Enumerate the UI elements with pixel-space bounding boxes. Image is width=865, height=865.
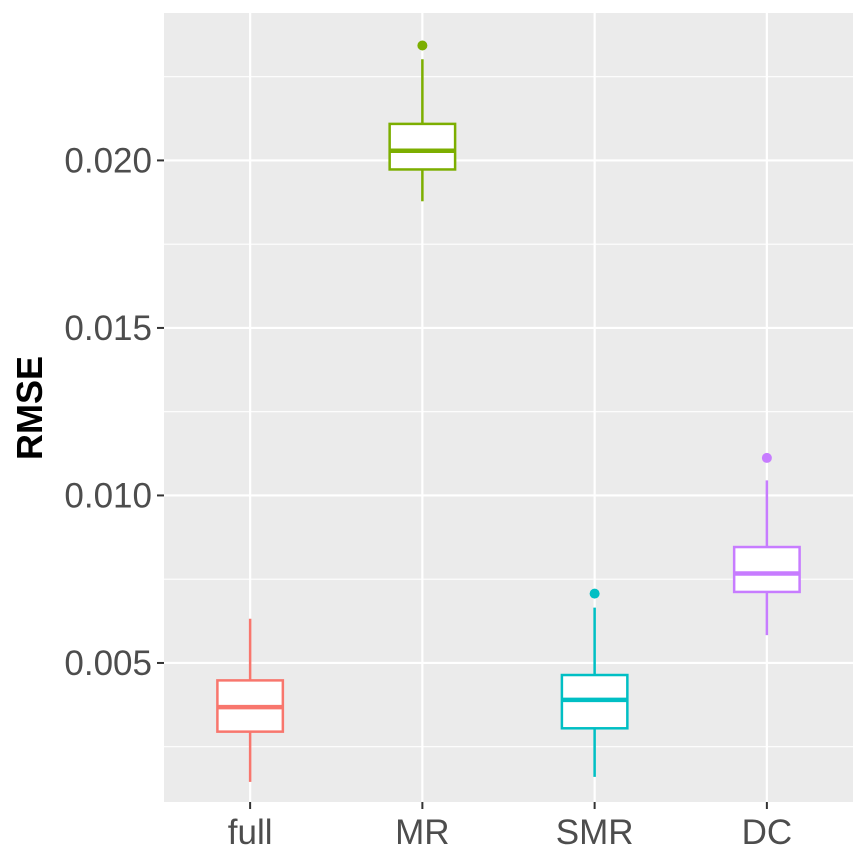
iqr-box	[388, 122, 457, 171]
y-tick-label: 0.010	[64, 476, 152, 515]
y-tick-label: 0.005	[64, 644, 152, 683]
plot-panel	[164, 13, 853, 802]
x-tick-label: full	[228, 813, 273, 852]
box-full	[216, 618, 285, 782]
x-tick-label: SMR	[556, 813, 634, 852]
x-tick-label: MR	[395, 813, 449, 852]
box-smr	[560, 588, 629, 777]
minor-gridlines	[164, 76, 853, 748]
box-dc	[732, 452, 801, 636]
outlier-point	[589, 588, 600, 599]
box-mr	[388, 40, 457, 202]
y-tick-label: 0.020	[64, 141, 152, 180]
y-axis-ticks: 0.005 0.010 0.015 0.020	[64, 141, 164, 683]
x-axis-ticks: full MR SMR DC	[228, 802, 792, 852]
outlier-point	[761, 452, 772, 463]
iqr-box	[732, 545, 801, 594]
outlier-point	[417, 40, 428, 51]
boxplot-series	[216, 40, 801, 782]
y-tick-label: 0.015	[64, 309, 152, 348]
y-axis-title: RMSE	[9, 356, 50, 460]
x-tick-label: DC	[742, 813, 793, 852]
